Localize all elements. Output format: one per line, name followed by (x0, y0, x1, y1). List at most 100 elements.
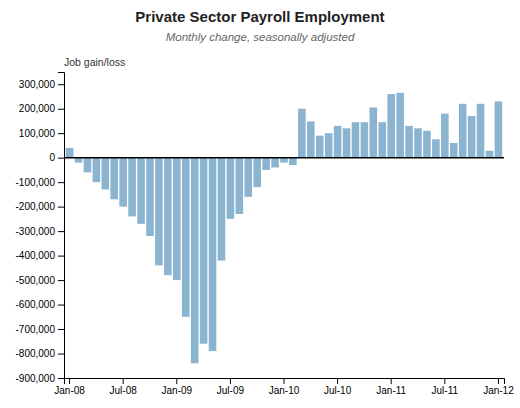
x-axis: Jan-08 Jul-08 Jan-09 Jul-09 Jan-10 Jul-10 Jan-… (54, 378, 514, 396)
y-tick-mark (58, 109, 64, 110)
x-tick: Jan-09 (162, 378, 193, 396)
x-tick-label: Jan-12 (483, 385, 514, 396)
y-tick-mark (58, 329, 64, 330)
y-tick: -500,000 (16, 275, 64, 286)
x-tick: Jan-12 (483, 378, 514, 396)
x-tick-mark (176, 378, 177, 384)
x-tick-label: Jan-09 (162, 385, 193, 396)
x-tick-mark (69, 378, 70, 384)
bar (84, 158, 92, 173)
y-tick: 0 (49, 152, 64, 163)
x-tick-mark (391, 378, 392, 384)
y-tick-label: 300,000 (19, 79, 56, 90)
x-tick: Jan-08 (54, 378, 85, 396)
y-tick-label: -200,000 (16, 201, 56, 212)
bar (477, 104, 485, 158)
y-tick: -300,000 (16, 226, 64, 237)
y-tick-label: -100,000 (16, 177, 56, 188)
bar (182, 158, 190, 317)
y-tick-label: -600,000 (16, 299, 56, 310)
plot-area: -900,000 -800,000 -700,000 -600,000 -500,000… (16, 73, 515, 397)
bar (227, 158, 235, 219)
title: Private Sector Payroll Employment (135, 8, 384, 25)
bar (405, 126, 413, 158)
y-tick-label: -900,000 (16, 373, 56, 384)
x-tick-label: Jan-10 (269, 385, 300, 396)
bar (262, 158, 270, 170)
y-tick-label: 100,000 (19, 128, 56, 139)
y-tick: 200,000 (19, 103, 64, 114)
bar (102, 158, 110, 190)
x-tick-label: Jul-09 (217, 385, 245, 396)
zero-line (64, 157, 504, 159)
y-tick-mark (58, 305, 64, 306)
bar (155, 158, 163, 266)
x-tick-label: Jul-08 (110, 385, 138, 396)
y-axis-line (58, 73, 65, 379)
chart: Private Sector Payroll Employment Monthly… (0, 0, 520, 408)
y-tick-mark (58, 354, 64, 355)
y-tick-label: -300,000 (16, 226, 56, 237)
y-tick: -900,000 (16, 373, 64, 384)
bar (486, 151, 494, 158)
bar (307, 121, 315, 157)
x-tick-label: Jul-10 (324, 385, 352, 396)
x-tick-label: Jul-11 (432, 385, 459, 396)
x-tick-mark (123, 378, 124, 384)
bar (334, 126, 342, 158)
bar (387, 94, 395, 158)
y-tick-mark (58, 231, 64, 232)
y-tick-label: 200,000 (19, 103, 56, 114)
y-tick-label: -400,000 (16, 250, 56, 261)
bar (119, 158, 127, 207)
y-tick-label: -800,000 (16, 348, 56, 359)
bar (236, 158, 244, 214)
x-tick: Jul-11 (432, 378, 459, 396)
bar (423, 131, 431, 158)
x-tick-mark (498, 378, 499, 384)
bar (396, 93, 404, 158)
x-tick: Jul-10 (324, 378, 352, 396)
bar (298, 109, 306, 158)
bar (414, 128, 422, 157)
bar (450, 143, 458, 158)
bar (378, 122, 386, 157)
x-tick: Jul-09 (217, 378, 245, 396)
x-tick-label: Jan-11 (376, 385, 406, 396)
y-tick-mark (58, 133, 64, 134)
bar (93, 158, 101, 182)
bar (164, 158, 172, 276)
bar (128, 158, 136, 217)
bar (468, 116, 476, 158)
x-tick: Jan-11 (376, 378, 406, 396)
bar (289, 158, 297, 165)
y-tick: -800,000 (16, 348, 64, 359)
bar (173, 158, 181, 280)
y-tick-label: 0 (49, 152, 55, 163)
bar (361, 122, 369, 157)
y-tick: -700,000 (16, 324, 64, 335)
bar (253, 158, 261, 187)
subtitle: Monthly change, seasonally adjusted (166, 31, 355, 43)
bar (459, 104, 467, 158)
bar (316, 136, 324, 158)
x-axis-line (65, 379, 505, 385)
bar (191, 158, 199, 364)
y-tick-label: -500,000 (16, 275, 56, 286)
bar (343, 128, 351, 157)
x-tick: Jan-10 (269, 378, 300, 396)
bar (441, 114, 449, 158)
y-tick-mark (58, 84, 64, 85)
bar (110, 158, 118, 200)
bar (137, 158, 145, 224)
bar (146, 158, 154, 236)
x-tick: Jul-08 (110, 378, 138, 396)
y-tick: 100,000 (19, 128, 64, 139)
y-tick: -100,000 (16, 177, 64, 188)
x-tick-mark (230, 378, 231, 384)
bar (325, 133, 333, 157)
y-tick-mark (58, 158, 64, 159)
bar (432, 139, 440, 157)
y-tick: 300,000 (19, 79, 64, 90)
y-tick-mark (58, 182, 64, 183)
